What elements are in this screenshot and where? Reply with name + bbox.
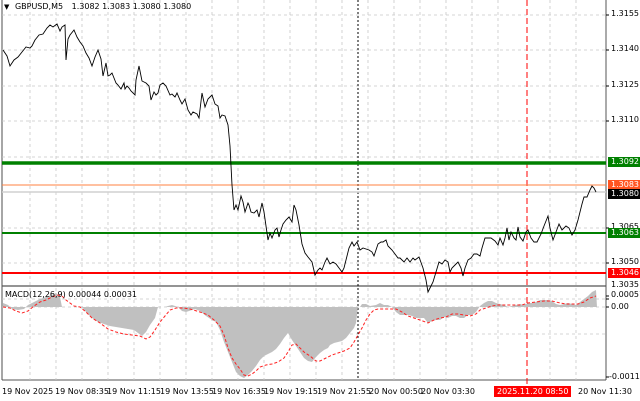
time-axis-label: 19 Nov 2025 xyxy=(2,387,54,396)
chart-header: ▼ GBPUSD,M5 1.3082 1.3083 1.3080 1.3080 xyxy=(4,2,191,11)
price-axis-label: 1.3050 xyxy=(611,257,639,266)
macd-label: MACD(12,26,9) 0.00044 0.00031 xyxy=(5,290,138,299)
price-axis-label: 1.3065 xyxy=(611,222,639,231)
macd-axis-label: -0.00116 xyxy=(609,372,640,381)
macd-axis-label: 0.00051 xyxy=(611,290,640,299)
symbol-label: GBPUSD,M5 xyxy=(14,2,64,11)
time-axis-label: 19 Nov 19:15 xyxy=(264,387,318,396)
time-axis-label: 19 Nov 16:35 xyxy=(212,387,266,396)
time-axis-label: 19 Nov 21:55 xyxy=(317,387,371,396)
bid-price-tag: 1.3080 xyxy=(608,189,640,199)
macd-axis-label: 0.00 xyxy=(611,302,629,311)
triangle-down-icon[interactable]: ▼ xyxy=(4,3,10,11)
time-axis-label: 19 Nov 11:15 xyxy=(107,387,161,396)
price-axis-label: 1.3035 xyxy=(611,280,639,289)
time-axis-label: 20 Nov 00:50 xyxy=(369,387,423,396)
time-axis-label: 19 Nov 13:55 xyxy=(160,387,214,396)
time-axis-label: 20 Nov 03:30 xyxy=(421,387,475,396)
time-axis-label: 20 Nov 11:30 xyxy=(578,387,632,396)
cursor-time-tag: 2025.11.20 08:50 xyxy=(494,386,572,397)
price-axis-label: 1.3155 xyxy=(611,9,639,18)
low-support-price-tag: 1.3046 xyxy=(608,268,640,278)
resistance-price-tag: 1.3092 xyxy=(608,157,640,167)
ohlc-values: 1.3082 1.3083 1.3080 1.3080 xyxy=(71,2,192,11)
macd-signal-line xyxy=(2,294,597,377)
ask-price-tag: 1.3083 xyxy=(608,180,640,190)
price-axis-label: 1.3125 xyxy=(611,80,639,89)
price-axis-label: 1.3140 xyxy=(611,44,639,53)
price-axis-label: 1.3110 xyxy=(611,115,639,124)
time-axis-label: 19 Nov 08:35 xyxy=(55,387,109,396)
support-price-tag: 1.3063 xyxy=(608,228,640,238)
price-line xyxy=(2,23,597,294)
macd-histogram xyxy=(3,290,597,378)
